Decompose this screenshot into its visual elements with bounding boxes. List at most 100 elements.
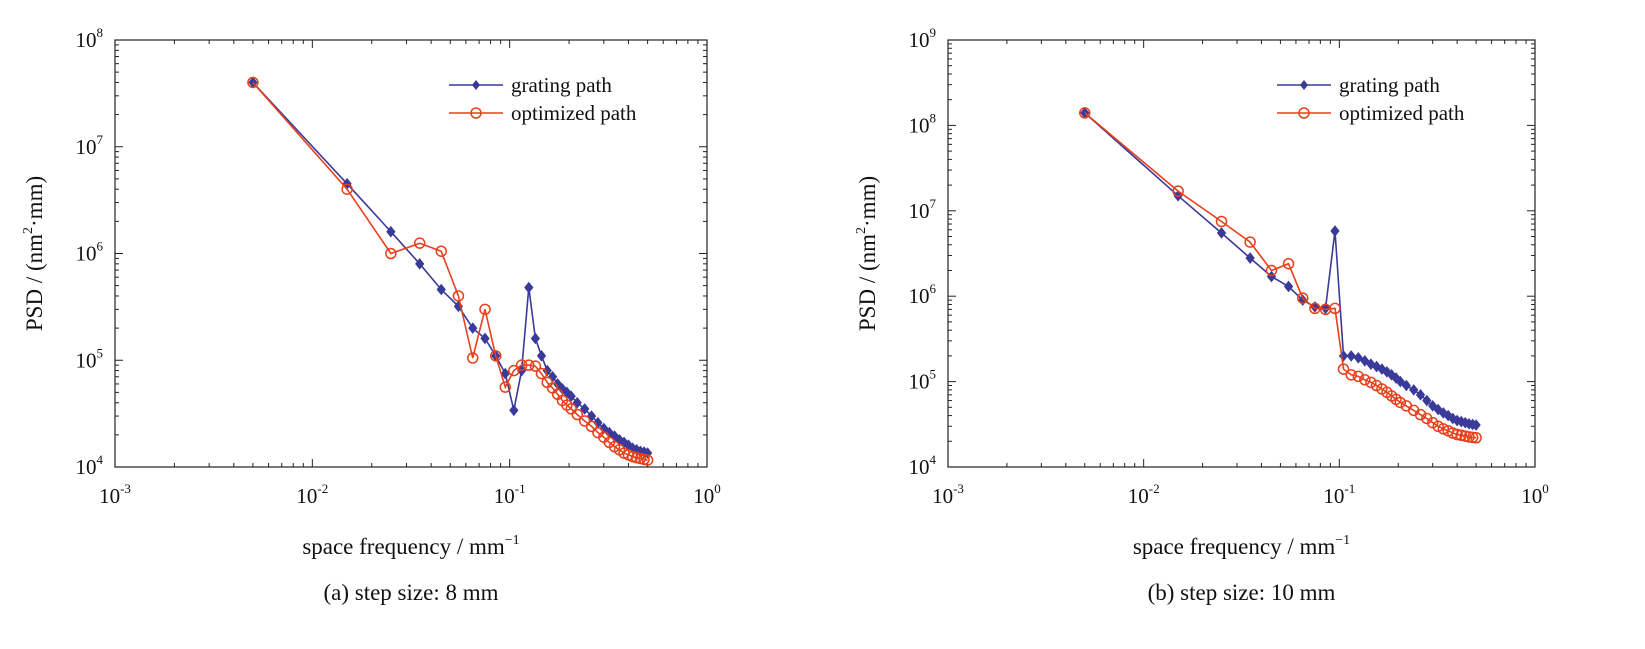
data-point bbox=[1283, 280, 1294, 293]
data-point bbox=[1401, 379, 1411, 392]
x-tick-label: 100 bbox=[1521, 481, 1549, 508]
data-point bbox=[1470, 432, 1482, 444]
data-point bbox=[468, 322, 478, 334]
y-tick-label: 105 bbox=[909, 367, 937, 394]
data-point bbox=[436, 283, 446, 296]
data-point bbox=[489, 350, 502, 362]
legend: grating path optimized path bbox=[1277, 73, 1465, 125]
data-point bbox=[1282, 257, 1295, 270]
data-point bbox=[1320, 302, 1331, 315]
data-point bbox=[578, 415, 591, 427]
data-point bbox=[499, 381, 512, 393]
y-tick-label-base: 10 bbox=[909, 113, 930, 137]
y-axis-label: PSD / (nm2·mm) bbox=[21, 176, 47, 331]
data-point bbox=[1415, 389, 1426, 401]
data-point bbox=[1414, 408, 1427, 421]
data-point bbox=[435, 245, 447, 257]
y-axis-label-text: PSD / (nm bbox=[22, 234, 47, 331]
y-tick-label-base: 10 bbox=[909, 284, 930, 308]
data-point bbox=[641, 454, 654, 466]
y-tick-label: 104 bbox=[76, 452, 104, 479]
data-point bbox=[524, 281, 534, 294]
y-tick-label: 106 bbox=[909, 281, 937, 308]
y-tick-label-exp: 4 bbox=[97, 452, 104, 467]
data-point bbox=[386, 225, 396, 238]
x-axis-label-sup: −1 bbox=[505, 533, 520, 548]
chart-caption: (a) step size: 8 mm bbox=[323, 580, 498, 605]
data-point bbox=[1463, 431, 1475, 443]
data-point bbox=[1422, 394, 1432, 407]
y-tick-label: 104 bbox=[909, 452, 937, 479]
y-axis-label-tail: ·mm) bbox=[855, 176, 880, 227]
y-axis-label-text: PSD / (nm bbox=[855, 234, 880, 331]
data-point bbox=[580, 403, 590, 415]
x-tick-label-exp: -1 bbox=[1344, 481, 1355, 496]
data-point bbox=[1079, 107, 1091, 119]
data-point bbox=[1265, 264, 1278, 277]
y-tick-label-exp: 8 bbox=[97, 25, 104, 40]
legend-marker bbox=[1300, 80, 1308, 90]
data-point bbox=[1345, 369, 1357, 381]
data-point bbox=[1245, 252, 1255, 264]
data-point bbox=[1359, 374, 1371, 386]
legend: grating path optimized path bbox=[449, 73, 637, 125]
y-tick-label: 107 bbox=[909, 196, 937, 223]
data-point bbox=[571, 408, 583, 421]
data-point bbox=[1329, 302, 1341, 315]
x-axis-label: space frequency / mm−1 bbox=[1133, 533, 1350, 559]
data-point bbox=[523, 359, 535, 371]
legend-marker bbox=[1298, 107, 1310, 119]
chart-caption: (b) step size: 10 mm bbox=[1148, 580, 1336, 605]
data-point bbox=[1216, 227, 1227, 239]
y-tick-label-exp: 7 bbox=[930, 196, 937, 211]
data-point bbox=[1346, 350, 1356, 362]
data-point bbox=[413, 237, 426, 249]
y-tick-label-base: 10 bbox=[76, 28, 97, 52]
x-tick-label-exp: -3 bbox=[120, 481, 131, 496]
data-point bbox=[1360, 355, 1370, 367]
data-point bbox=[480, 332, 490, 345]
data-point bbox=[341, 183, 353, 195]
data-point bbox=[1409, 384, 1419, 396]
x-tick-label-base: 10 bbox=[494, 484, 515, 508]
x-axis-label-text: space frequency / mm bbox=[302, 534, 505, 559]
y-axis-label-tail: ·mm) bbox=[22, 176, 47, 227]
series-line bbox=[252, 81, 648, 461]
data-point bbox=[566, 390, 576, 403]
axis-ticks bbox=[114, 40, 707, 468]
y-axis-label-sup: 2 bbox=[21, 227, 36, 234]
data-point bbox=[529, 360, 542, 372]
y-tick-label-base: 10 bbox=[909, 199, 930, 223]
x-tick-label-exp: 0 bbox=[1542, 481, 1549, 496]
series-line bbox=[252, 81, 648, 454]
y-tick-label-exp: 6 bbox=[930, 281, 937, 296]
data-point bbox=[1296, 292, 1309, 304]
y-tick-label-base: 10 bbox=[909, 28, 930, 52]
x-axis-label-sup: −1 bbox=[1335, 533, 1350, 548]
y-tick-label-exp: 9 bbox=[930, 25, 937, 40]
series-grating-path bbox=[248, 76, 653, 459]
y-tick-label-exp: 4 bbox=[930, 452, 937, 467]
x-tick-label-base: 10 bbox=[99, 484, 120, 508]
x-tick-label: 10-2 bbox=[1128, 481, 1160, 508]
y-tick-label: 108 bbox=[909, 110, 937, 137]
data-point bbox=[1466, 431, 1479, 444]
data-point bbox=[452, 290, 465, 302]
x-tick-label: 10-3 bbox=[99, 481, 131, 508]
data-point bbox=[1455, 429, 1468, 442]
data-point bbox=[415, 258, 425, 270]
data-point bbox=[1451, 428, 1463, 441]
legend-label: grating path bbox=[511, 73, 612, 97]
data-point bbox=[530, 332, 541, 345]
x-tick-label-base: 10 bbox=[932, 484, 953, 508]
series-line bbox=[1084, 112, 1477, 439]
data-point bbox=[1365, 376, 1377, 389]
y-tick-label-base: 10 bbox=[76, 348, 97, 372]
y-tick-label: 106 bbox=[76, 239, 104, 266]
x-tick-label-base: 10 bbox=[1128, 484, 1149, 508]
y-tick-label-base: 10 bbox=[76, 242, 97, 266]
y-tick-label-exp: 5 bbox=[930, 367, 937, 382]
legend-marker bbox=[472, 80, 480, 90]
